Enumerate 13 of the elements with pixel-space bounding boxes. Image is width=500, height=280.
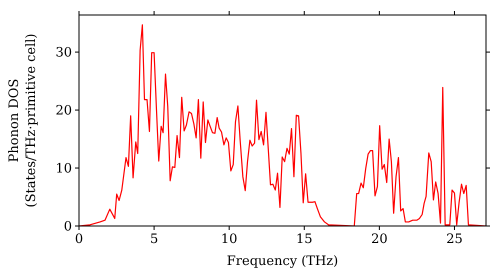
y-tick-label: 20	[55, 104, 72, 119]
x-tick-label: 0	[74, 232, 84, 247]
x-tick-label: 10	[220, 232, 238, 247]
x-tick-label: 20	[371, 232, 388, 247]
y-tick-label: 0	[64, 220, 72, 234]
y-axis-title: Phonon DOS (States/THz·primitive cell)	[7, 33, 39, 208]
x-tick-label: 5	[150, 232, 158, 247]
y-tick-label: 10	[55, 162, 72, 177]
x-axis-title: Frequency (THz)	[226, 254, 338, 269]
y-tick-label: 30	[55, 46, 72, 61]
x-tick-label: 25	[446, 232, 463, 247]
x-tick-label: 15	[296, 232, 313, 247]
line-series	[79, 24, 486, 226]
